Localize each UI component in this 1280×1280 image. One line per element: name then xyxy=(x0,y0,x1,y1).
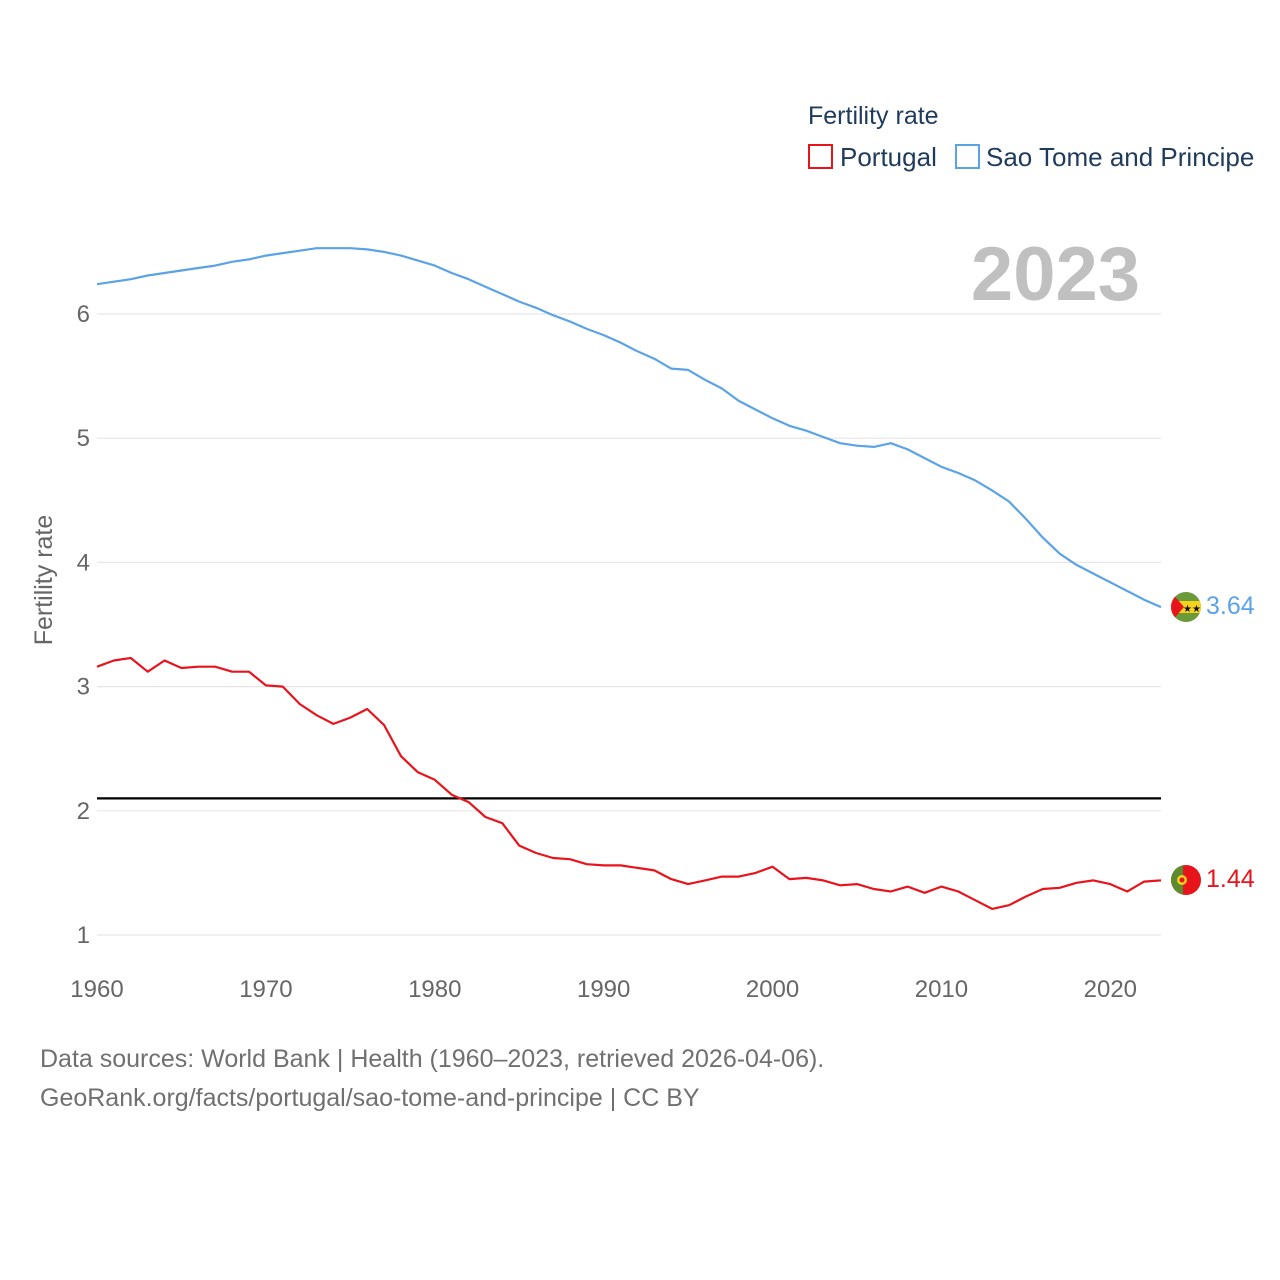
x-tick-label-1980: 1980 xyxy=(408,976,461,1003)
x-tick-label-1960: 1960 xyxy=(70,976,123,1003)
end-markers: ★★ xyxy=(1171,592,1201,895)
x-tick-label-2020: 2020 xyxy=(1084,976,1137,1003)
legend-label-sao-tome: Sao Tome and Principe xyxy=(986,142,1254,172)
y-tick-label-3: 3 xyxy=(77,674,90,701)
sao-tome-flag-icon: ★★ xyxy=(1171,592,1201,622)
year-watermark: 2023 xyxy=(971,232,1140,317)
svg-text:★★: ★★ xyxy=(1183,604,1201,615)
x-axis: 1960 1970 1980 1990 2000 2010 2020 xyxy=(70,976,1137,1003)
y-tick-label-6: 6 xyxy=(77,301,90,328)
y-axis: 1 2 3 4 5 6 xyxy=(77,301,90,949)
legend-swatch-portugal xyxy=(808,144,833,169)
y-tick-label-2: 2 xyxy=(77,798,90,825)
series-line-portugal xyxy=(96,656,1162,911)
source-citation: Data sources: World Bank | Health (1960–… xyxy=(40,1045,825,1073)
legend-swatch-sao-tome xyxy=(955,144,980,169)
y-tick-label-4: 4 xyxy=(77,549,90,576)
series-line-sao-tome-and-principe xyxy=(96,247,1162,609)
portugal-flag-icon xyxy=(1171,865,1201,895)
legend-label-portugal: Portugal xyxy=(840,142,937,172)
y-tick-label-1: 1 xyxy=(77,922,90,949)
y-axis-title: Fertility rate xyxy=(30,515,58,646)
source-url[interactable]: GeoRank.org/facts/portugal/sao-tome-and-… xyxy=(40,1084,700,1112)
x-tick-label-2000: 2000 xyxy=(746,976,799,1003)
y-tick-label-5: 5 xyxy=(77,425,90,452)
legend-item-sao-tome[interactable]: Sao Tome and Principe xyxy=(955,142,1254,172)
gridlines xyxy=(97,313,1161,936)
portugal-end-value: 1.44 xyxy=(1206,865,1255,893)
legend-item-portugal[interactable]: Portugal xyxy=(808,142,937,172)
x-tick-label-1970: 1970 xyxy=(239,976,292,1003)
series-lines xyxy=(96,247,1162,911)
x-tick-label-2010: 2010 xyxy=(915,976,968,1003)
sao-tome-end-value: 3.64 xyxy=(1206,592,1255,620)
legend: Fertility rate Portugal Sao Tome and Pri… xyxy=(808,102,1254,172)
legend-title: Fertility rate xyxy=(808,102,939,130)
x-tick-label-1990: 1990 xyxy=(577,976,630,1003)
